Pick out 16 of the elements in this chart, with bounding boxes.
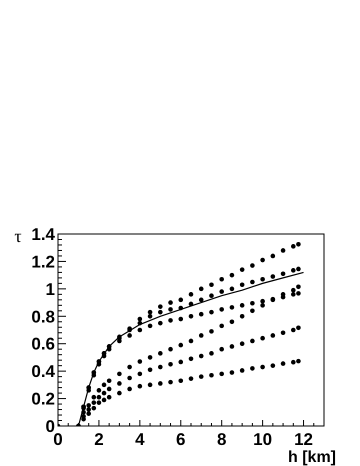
x-axis-title: h [km] — [288, 449, 336, 466]
x-tick-label: 4 — [135, 430, 146, 449]
x-tick-label: 2 — [94, 430, 104, 449]
x-tick-label: 12 — [294, 430, 313, 449]
x-tick-label: 8 — [216, 430, 226, 449]
y-tick-label: 1 — [46, 280, 55, 299]
y-tick-label: 0.6 — [31, 334, 55, 354]
y-tick-label: 0.4 — [31, 362, 56, 382]
x-tick-label: 6 — [176, 430, 186, 449]
y-tick-label: 1.4 — [31, 225, 56, 244]
x-tick-label: 10 — [253, 430, 272, 449]
y-tick-label: 0.8 — [31, 307, 55, 326]
y-tick-label: 0.2 — [31, 390, 55, 409]
y-tick-label: 0 — [46, 417, 55, 436]
y-tick-label: 1.2 — [31, 252, 55, 272]
y-axis-title: τ — [14, 226, 22, 246]
